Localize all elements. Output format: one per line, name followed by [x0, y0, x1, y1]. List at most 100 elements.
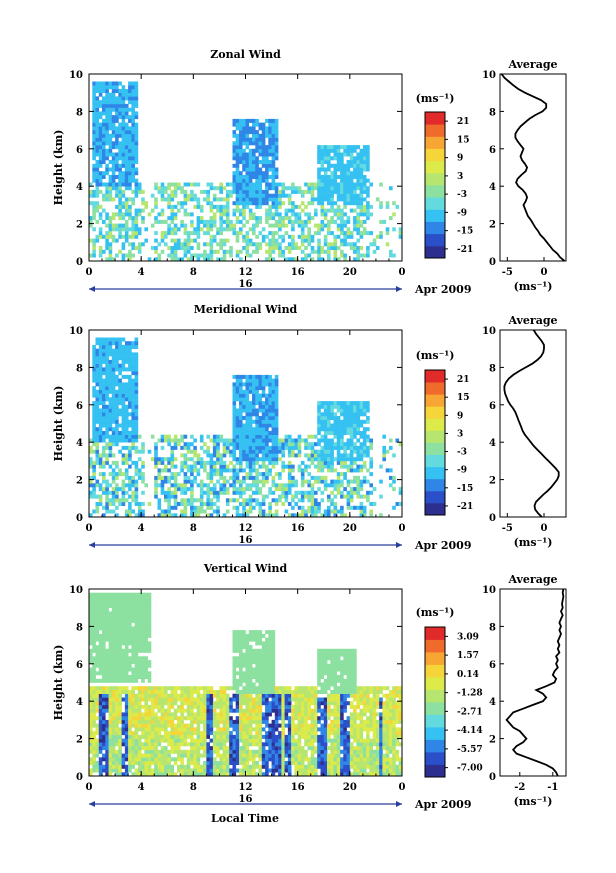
heatmap-cell: [102, 637, 106, 642]
heatmap-cell: [203, 509, 207, 514]
heatmap-cell: [199, 479, 204, 484]
heatmap-cell: [128, 727, 132, 732]
heatmap-cell: [105, 404, 109, 409]
heatmap-cell: [95, 633, 100, 638]
heatmap-cell: [98, 356, 103, 361]
heatmap-cell: [346, 401, 351, 406]
heatmap-cell: [177, 487, 181, 492]
heatmap-cell: [330, 460, 334, 465]
heatmap-cell: [235, 234, 240, 239]
heatmap-cell: [177, 483, 181, 488]
heatmap-cell: [310, 434, 315, 439]
heatmap-cell: [242, 137, 246, 142]
heatmap-cell: [102, 596, 106, 601]
heatmap-cell: [239, 219, 243, 224]
heatmap-cell: [95, 600, 100, 605]
heatmap-cell: [252, 498, 256, 503]
heatmap-cell: [199, 509, 204, 514]
heatmap-cell: [356, 505, 360, 510]
heatmap-cell: [255, 197, 259, 202]
heatmap-cell: [150, 772, 155, 777]
heatmap-cell: [258, 145, 263, 150]
heatmap-cell: [258, 242, 263, 247]
heatmap-cell: [115, 708, 119, 713]
heatmap-cell: [134, 363, 139, 368]
heatmap-cell: [105, 337, 109, 342]
heatmap-cell: [343, 231, 347, 236]
heatmap-cell: [203, 460, 207, 465]
heatmap-cell: [265, 419, 269, 424]
heatmap-cell: [92, 103, 96, 108]
heatmap-cell: [137, 704, 142, 709]
heatmap-cell: [235, 378, 240, 383]
heatmap-cell: [239, 438, 243, 443]
heatmap-cell: [216, 197, 220, 202]
heatmap-cell: [115, 145, 119, 150]
heatmap-cell: [248, 201, 253, 206]
heatmap-cell: [124, 386, 129, 391]
heatmap-cell: [121, 89, 126, 93]
heatmap-cell: [102, 475, 106, 480]
heatmap-cell: [115, 408, 119, 413]
heatmap-cell: [128, 716, 132, 721]
heatmap-cell: [379, 464, 383, 469]
heatmap-cell: [310, 246, 315, 250]
heatmap-cell: [248, 464, 253, 469]
heatmap-cell: [183, 223, 188, 228]
heatmap-cell: [108, 137, 113, 142]
heatmap-cell: [203, 242, 207, 247]
heatmap-cell: [343, 408, 347, 413]
heatmap-cell: [304, 464, 308, 469]
colorbar-segment: [425, 466, 445, 480]
heatmap-cell: [105, 757, 109, 762]
heatmap-cell: [128, 753, 132, 758]
heatmap-cell: [245, 412, 250, 417]
heatmap-cell: [248, 445, 253, 450]
heatmap-cell: [118, 212, 122, 217]
heatmap-cell: [340, 438, 344, 443]
heatmap-cell: [115, 126, 119, 131]
heatmap-cell: [105, 231, 109, 236]
heatmap-cell: [317, 453, 321, 458]
heatmap-cell: [343, 234, 347, 239]
heatmap-cell: [105, 708, 109, 713]
heatmap-cell: [108, 427, 113, 432]
heatmap-cell: [141, 637, 145, 642]
heatmap-cell: [362, 163, 367, 168]
heatmap-cell: [300, 483, 305, 488]
heatmap-cell: [118, 223, 122, 228]
heatmap-cell: [320, 212, 325, 217]
heatmap-cell: [343, 449, 347, 454]
heatmap-cell: [131, 723, 135, 728]
heatmap-cell: [92, 175, 96, 179]
heatmap-cell: [327, 167, 331, 172]
heatmap-cell: [222, 487, 227, 492]
heatmap-cell: [105, 246, 109, 250]
heatmap-cell: [190, 457, 194, 462]
heatmap-cell: [124, 427, 129, 432]
heatmap-cell: [336, 408, 341, 413]
heatmap-cell: [111, 178, 116, 183]
heatmap-cell: [124, 341, 129, 346]
heatmap-cell: [92, 475, 96, 480]
heatmap-cell: [131, 701, 135, 706]
heatmap-cell: [320, 197, 325, 202]
heatmap-cell: [98, 389, 103, 394]
heatmap-cell: [124, 592, 129, 597]
heatmap-cell: [92, 378, 96, 383]
panel-title: Meridional Wind: [194, 303, 298, 316]
heatmap-cell: [333, 201, 338, 206]
heatmap-cell: [274, 137, 279, 142]
heatmap-cell: [330, 148, 334, 153]
heatmap-cell: [128, 197, 132, 202]
heatmap-cell: [167, 697, 171, 702]
heatmap-cell: [317, 152, 321, 157]
heatmap-cell: [323, 186, 328, 191]
heatmap-cell: [124, 186, 129, 191]
heatmap-cell: [150, 731, 155, 736]
heatmap-cell: [229, 468, 233, 473]
heatmap-cell: [314, 434, 318, 439]
heatmap-cell: [95, 764, 100, 769]
heatmap-cell: [343, 419, 347, 424]
heatmap-cell: [271, 197, 276, 202]
